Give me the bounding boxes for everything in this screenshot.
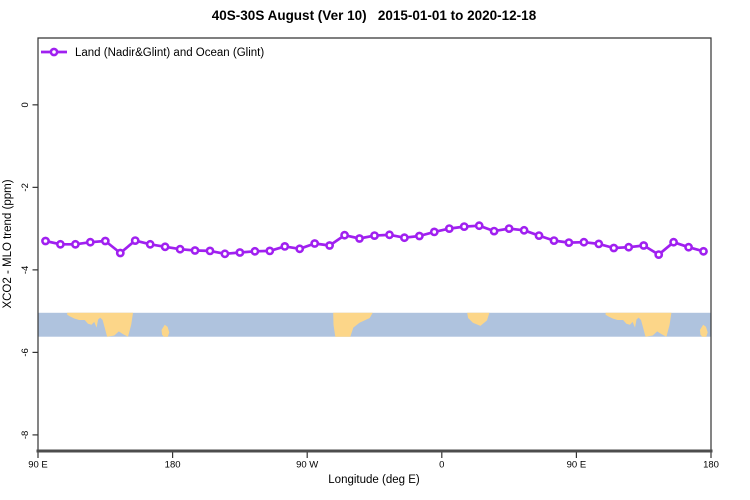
data-point-marker bbox=[609, 243, 619, 253]
latitude-map-band bbox=[38, 312, 711, 337]
data-point-marker bbox=[71, 239, 80, 249]
x-tick-label: 180 bbox=[703, 460, 719, 471]
data-point-marker bbox=[624, 242, 634, 252]
data-point-marker bbox=[684, 242, 693, 252]
y-tick-label: -4 bbox=[20, 266, 31, 274]
data-point-marker bbox=[41, 236, 50, 246]
data-point-marker bbox=[639, 241, 649, 250]
data-point-marker bbox=[519, 225, 529, 235]
data-point-marker bbox=[355, 234, 364, 243]
y-tick-label: -2 bbox=[20, 183, 31, 191]
chart-title: 40S-30S August (Ver 10) 2015-01-01 to 20… bbox=[212, 8, 537, 23]
data-point-marker bbox=[444, 224, 454, 233]
data-point-marker bbox=[579, 237, 589, 247]
data-point-marker bbox=[100, 236, 110, 246]
data-point-marker bbox=[250, 246, 260, 256]
data-point-marker bbox=[310, 239, 320, 248]
data-point-marker bbox=[594, 239, 604, 249]
data-point-marker bbox=[325, 241, 334, 250]
data-point-marker bbox=[549, 236, 559, 245]
data-point-marker bbox=[534, 231, 544, 240]
x-tick-label: 90 E bbox=[567, 460, 587, 471]
data-point-marker bbox=[160, 242, 170, 252]
land-patch-south-africa bbox=[467, 312, 490, 326]
data-point-marker bbox=[399, 233, 409, 243]
y-tick-label: -6 bbox=[20, 348, 31, 356]
legend-label: Land (Nadir&Glint) and Ocean (Glint) bbox=[75, 47, 264, 59]
data-point-marker bbox=[175, 244, 185, 254]
data-point-marker bbox=[145, 239, 155, 249]
data-point-marker bbox=[130, 236, 140, 245]
data-point-marker bbox=[459, 222, 469, 231]
data-point-marker bbox=[429, 227, 439, 237]
y-axis-label: XCO2 - MLO trend (ppm) bbox=[2, 179, 14, 308]
legend: Land (Nadir&Glint) and Ocean (Glint) bbox=[41, 47, 264, 59]
data-point-marker bbox=[414, 231, 424, 241]
data-point-marker bbox=[220, 249, 230, 259]
data-series-layer bbox=[41, 221, 708, 259]
y-tick-label: -8 bbox=[20, 431, 31, 439]
y-tick-label: 0 bbox=[20, 102, 31, 107]
data-point-marker bbox=[370, 231, 379, 240]
data-series-line bbox=[44, 224, 705, 256]
land-patch-australia bbox=[67, 312, 133, 337]
data-point-marker bbox=[115, 248, 125, 258]
data-point-marker bbox=[280, 241, 290, 251]
ocean-strip bbox=[38, 312, 711, 337]
land-patch-new-zealand bbox=[161, 324, 170, 337]
data-point-marker bbox=[56, 239, 65, 249]
data-point-marker bbox=[504, 224, 514, 233]
legend-marker-icon bbox=[49, 47, 59, 57]
x-tick-label: 180 bbox=[165, 460, 181, 471]
data-point-marker bbox=[474, 221, 484, 231]
data-point-marker bbox=[385, 230, 394, 240]
data-point-marker bbox=[265, 246, 275, 256]
data-point-marker bbox=[654, 250, 664, 259]
data-point-marker bbox=[190, 246, 200, 255]
land-patch-south-america bbox=[333, 312, 373, 337]
land-patch-new-zealand bbox=[699, 324, 708, 337]
data-point-marker bbox=[295, 244, 305, 254]
x-tick-label: 90 E bbox=[28, 460, 48, 471]
data-point-marker bbox=[489, 226, 499, 236]
x-axis-label: Longitude (deg E) bbox=[328, 474, 420, 486]
data-point-marker bbox=[340, 230, 349, 240]
data-point-marker bbox=[85, 237, 95, 247]
data-point-marker bbox=[699, 246, 708, 256]
data-point-marker bbox=[235, 248, 245, 257]
data-point-marker bbox=[564, 238, 574, 247]
data-point-marker bbox=[669, 237, 678, 247]
land-patch-australia bbox=[605, 312, 672, 337]
data-point-marker bbox=[205, 246, 215, 256]
x-tick-label: 0 bbox=[439, 460, 444, 471]
axes-layer: 90 E 180 90 W 0 90 E 180 0 -2 -4 -6 -8 bbox=[20, 37, 719, 471]
x-tick-label: 90 W bbox=[296, 460, 318, 471]
plot-box bbox=[37, 37, 712, 451]
